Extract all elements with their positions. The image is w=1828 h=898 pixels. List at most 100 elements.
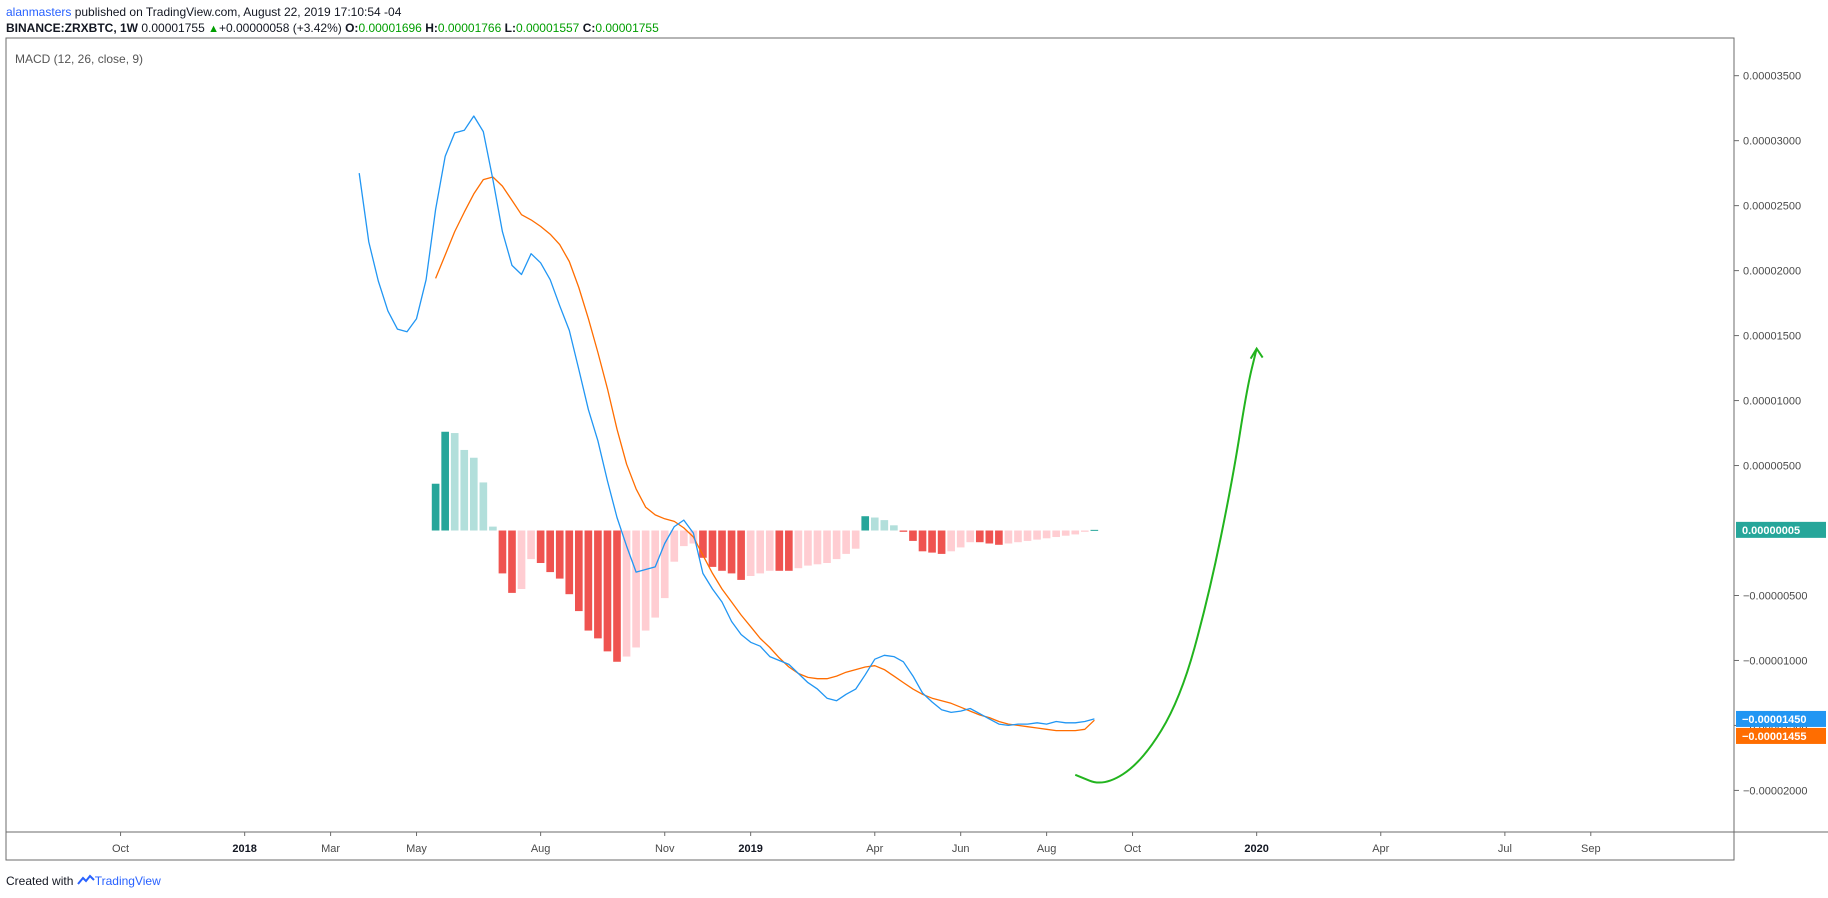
x-tick-label: Apr [866,843,883,855]
histogram-bar [441,431,449,531]
y-tick-label: 0.00001500 [1743,331,1801,343]
histogram-bar [1052,530,1060,538]
histogram-bar [765,530,774,571]
histogram-bar [431,483,440,531]
author-link[interactable]: alanmasters [6,5,72,19]
x-tick-label: Jul [1498,843,1512,855]
price-change: +0.00000058 (+3.42%) [218,21,342,35]
y-tick-label: 0.00003000 [1743,136,1801,148]
histogram-bar [613,530,621,662]
y-tick-label: −0.00001000 [1743,655,1808,667]
y-tick-label: 0.00001000 [1743,396,1801,408]
histogram-bar [651,530,660,618]
low-label: L: [504,21,516,35]
histogram-bar [890,525,898,531]
histogram-bar [680,530,688,547]
indicator-title[interactable]: MACD (12, 26, close, 9) [15,52,144,66]
histogram-bar [918,530,927,552]
x-tick-label: 2019 [738,843,762,855]
y-tick-label: −0.00000500 [1743,590,1808,602]
x-tick-label: Aug [531,843,551,855]
histogram-bar [479,482,488,531]
high-value: 0.00001766 [437,21,502,35]
histogram-bar [641,530,650,631]
signal-line [434,176,1095,732]
histogram-bar [832,530,841,560]
histogram-bar [1071,530,1080,535]
histogram-bar [546,530,554,573]
histogram-bar [469,457,478,531]
histogram-bar [584,530,593,631]
histogram-bar [527,530,535,560]
histogram-bar [1061,530,1070,536]
histogram-bar [708,530,717,567]
histogram-bar [899,530,908,532]
histogram-bar [498,530,507,574]
last-price: 0.00001755 [141,21,205,35]
histogram-bar [975,530,984,543]
y-tick-label: −0.00002000 [1743,785,1808,797]
histogram-bar [508,530,516,593]
histogram-bar [1042,530,1051,539]
macd-line [358,115,1095,727]
x-tick-label: Jun [952,843,970,855]
open-label: O: [345,21,359,35]
histogram-bar [460,449,469,531]
x-tick-label: Sep [1581,843,1601,855]
histogram-bar [536,530,545,564]
y-tick-label: 0.00000500 [1743,461,1801,473]
histogram-bar [947,530,955,552]
histogram-bar [813,530,822,565]
histogram-bar [785,530,793,571]
histogram-bar [565,530,574,595]
histogram-bar [670,530,679,562]
histogram-bar [775,530,784,571]
histogram-bar [861,516,870,531]
close-value: 0.00001755 [595,21,659,35]
arrow-head-icon [1249,346,1264,360]
histogram-bar [517,530,526,589]
histogram-bar [1033,530,1041,540]
signal-value-badge [1736,727,1826,744]
low-value: 0.00001557 [515,21,580,35]
tradingview-logo-icon[interactable] [76,874,95,888]
histogram-bar [928,530,936,553]
publish-text: published on TradingView.com, August 22,… [71,5,402,19]
tradingview-brand-link[interactable]: TradingView [94,874,161,888]
x-tick-label: Mar [321,843,340,855]
histogram-bar [1023,530,1032,541]
histogram-bar [718,530,726,571]
x-tick-label: Nov [655,843,675,855]
histogram-bar [489,526,497,531]
histogram-bar [804,530,812,566]
histogram-bar [555,530,564,579]
histogram-bar [699,530,707,558]
open-value: 0.00001696 [358,21,422,35]
x-tick-label: Oct [112,843,129,855]
histogram-bar [632,530,640,648]
histogram-bar [594,530,602,639]
histogram-bar [1014,530,1022,543]
y-tick-label: 0.00003500 [1743,71,1801,83]
histogram-bar [727,530,736,574]
histogram-bar [1080,530,1089,532]
histogram-bar [985,530,994,544]
histogram-bar [794,530,803,569]
histogram-bar [574,530,583,612]
histogram-bar [660,530,669,599]
up-arrow-icon: ▲ [208,23,219,35]
histogram-bar [842,530,850,554]
close-label: C: [582,21,596,35]
y-tick-label: 0.00002000 [1743,266,1801,278]
histogram-value-label: 0.00000005 [1742,525,1800,537]
x-tick-label: Aug [1037,843,1057,855]
macd-value-label: −0.00001450 [1742,714,1807,726]
histogram-bar [450,433,459,531]
y-tick-label: 0.00002500 [1743,201,1801,213]
macd-value-badge [1736,710,1826,727]
histogram-bar [956,530,965,548]
created-with-text: Created with [6,874,74,888]
x-tick-label: May [406,843,427,855]
x-tick-label: Oct [1124,843,1141,855]
